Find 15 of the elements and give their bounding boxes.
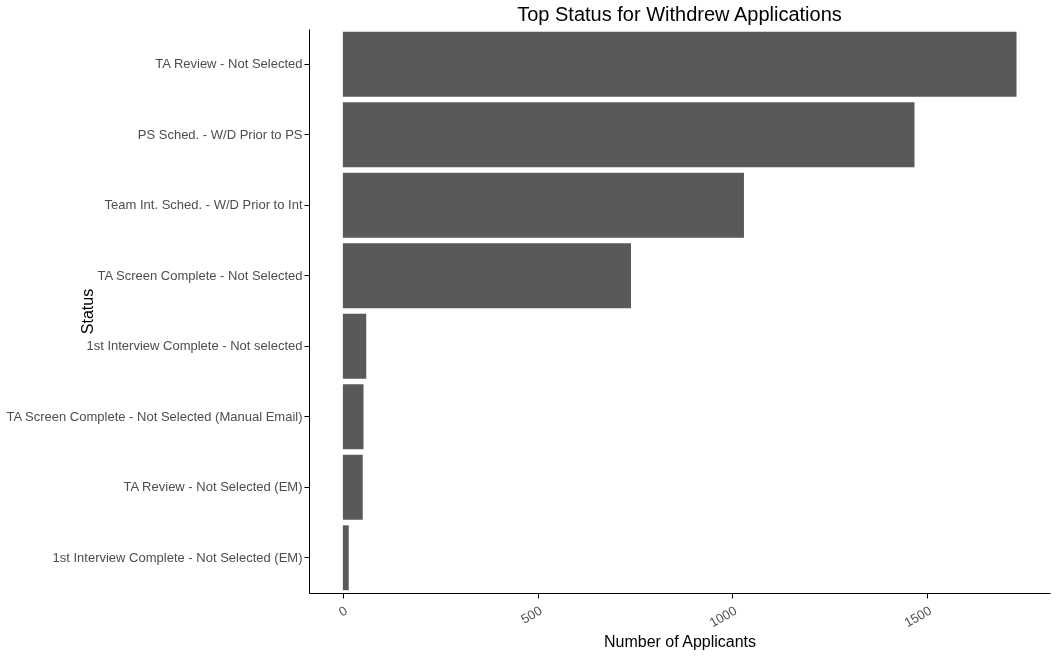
y-tick-label: 1st Interview Complete - Not Selected (EM) [52,549,303,565]
x-tick-label: 500 [518,602,545,627]
y-tick-label: TA Review - Not Selected [155,56,303,72]
y-axis-title: Status [78,288,96,335]
x-tick-label: 1500 [901,602,934,631]
chart-title: Top Status for Withdrew Applications [517,3,842,25]
y-tick-label: TA Screen Complete - Not Selected (Manual Email) [6,408,303,424]
y-tick-label: 1st Interview Complete - Not selected [86,338,303,354]
x-tick-label: 0 [336,602,350,620]
y-tick-label: TA Screen Complete - Not Selected [97,267,303,283]
x-tick-label: 1000 [706,602,740,631]
y-tick-label: PS Sched. - W/D Prior to PS [137,126,303,142]
y-tick-label: TA Review - Not Selected (EM) [123,479,303,495]
x-axis-title: Number of Applicants [603,633,757,651]
y-tick-label: Team Int. Sched. - W/D Prior to Int [104,197,303,213]
